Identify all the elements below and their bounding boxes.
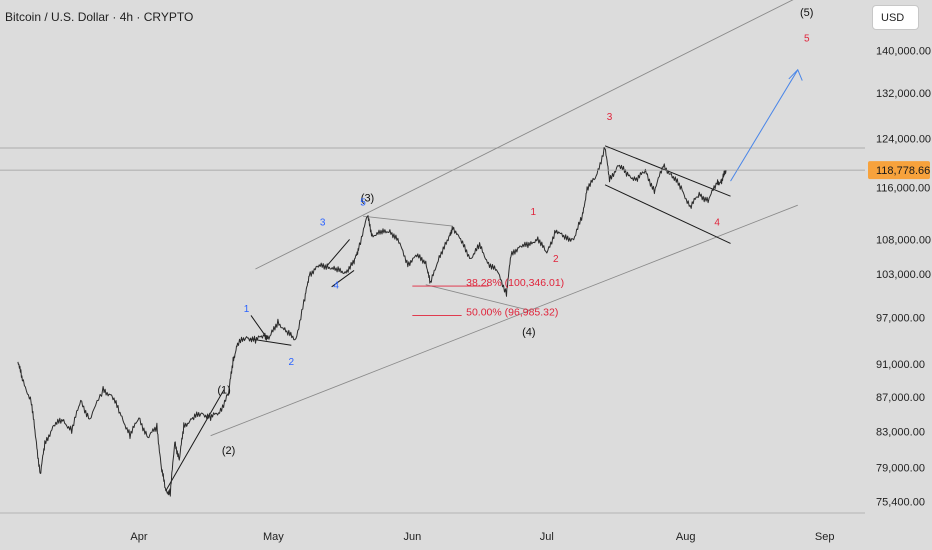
wave-label: 3 bbox=[607, 112, 613, 123]
time-tick-label: Jul bbox=[540, 531, 554, 543]
wave-label: 4 bbox=[333, 281, 339, 292]
channel-upper-line bbox=[255, 0, 794, 270]
currency-button[interactable]: USD bbox=[872, 5, 919, 30]
wave-4-upper-line bbox=[362, 215, 453, 227]
wave-label: 3 bbox=[320, 217, 326, 228]
price-tick-label: 103,000.00 bbox=[876, 269, 931, 281]
projection-line bbox=[730, 69, 799, 182]
wedge-lower-line bbox=[604, 184, 731, 244]
price-tick-label: 132,000.00 bbox=[876, 88, 931, 100]
wave-label: (5) bbox=[800, 7, 813, 19]
time-tick-label: Apr bbox=[130, 531, 147, 543]
price-tick-label: 108,000.00 bbox=[876, 234, 931, 246]
time-tick-label: May bbox=[263, 531, 284, 543]
wave-label: (2) bbox=[222, 445, 235, 457]
projection-arrowhead bbox=[788, 68, 803, 81]
wave-4-lower-line bbox=[425, 284, 529, 311]
wave-1-leg-line bbox=[165, 389, 225, 492]
price-line bbox=[17, 147, 727, 497]
wave-label: 4 bbox=[714, 217, 720, 228]
price-tick-label: 79,000.00 bbox=[876, 462, 925, 474]
wave-label: (3) bbox=[361, 192, 374, 204]
price-axis[interactable]: 140,000.00 132,000.00 124,000.00 116,000.00… bbox=[868, 45, 931, 508]
time-tick-label: Aug bbox=[676, 531, 696, 543]
price-tick-label: 140,000.00 bbox=[876, 45, 931, 57]
price-tick-label: 116,000.00 bbox=[876, 182, 930, 194]
price-tick-label: 91,000.00 bbox=[876, 359, 925, 371]
drawing-layer bbox=[165, 0, 803, 492]
time-tick-label: Sep bbox=[815, 531, 835, 543]
channel-lower-line bbox=[210, 204, 798, 437]
last-price-tag bbox=[868, 161, 930, 180]
wave-label: (4) bbox=[522, 326, 535, 338]
flag-lower-line bbox=[250, 338, 292, 346]
fib-level-label: 38.28% (100,346.01) bbox=[466, 277, 564, 289]
price-series-layer bbox=[0, 147, 865, 497]
wave-label: 1 bbox=[531, 207, 537, 218]
annotation-layer: (1) (2) (3) (4) (5) 1 2 3 4 5 1 2 3 4 5 38.28% (100,346… bbox=[217, 7, 813, 457]
wave-label: 2 bbox=[289, 357, 295, 368]
wave-label: (1) bbox=[217, 385, 230, 397]
symbol-title: Bitcoin / U.S. Dollar · 4h · CRYPTO bbox=[5, 10, 194, 24]
price-tick-label: 97,000.00 bbox=[876, 313, 925, 325]
price-tick-label: 83,000.00 bbox=[876, 426, 925, 438]
wave-label: 5 bbox=[360, 197, 366, 208]
last-price-label: 118,778.66 bbox=[876, 165, 930, 177]
fib-level-label: 50.00% (96,985.32) bbox=[466, 306, 558, 318]
wedge-upper-line bbox=[604, 145, 731, 197]
time-axis[interactable]: Apr May Jun Jul Aug Sep bbox=[130, 531, 834, 543]
price-tick-label: 87,000.00 bbox=[876, 392, 925, 404]
wave-label: 1 bbox=[244, 304, 250, 315]
price-tick-label: 124,000.00 bbox=[876, 134, 931, 146]
price-tick-label: 75,400.00 bbox=[876, 496, 925, 508]
wave-label: 2 bbox=[553, 254, 559, 265]
wave-label: 5 bbox=[804, 33, 810, 44]
box-upper-line bbox=[326, 239, 350, 266]
box-lower-line bbox=[331, 270, 355, 288]
flag-upper-line bbox=[250, 315, 265, 335]
time-tick-label: Jun bbox=[403, 531, 421, 543]
